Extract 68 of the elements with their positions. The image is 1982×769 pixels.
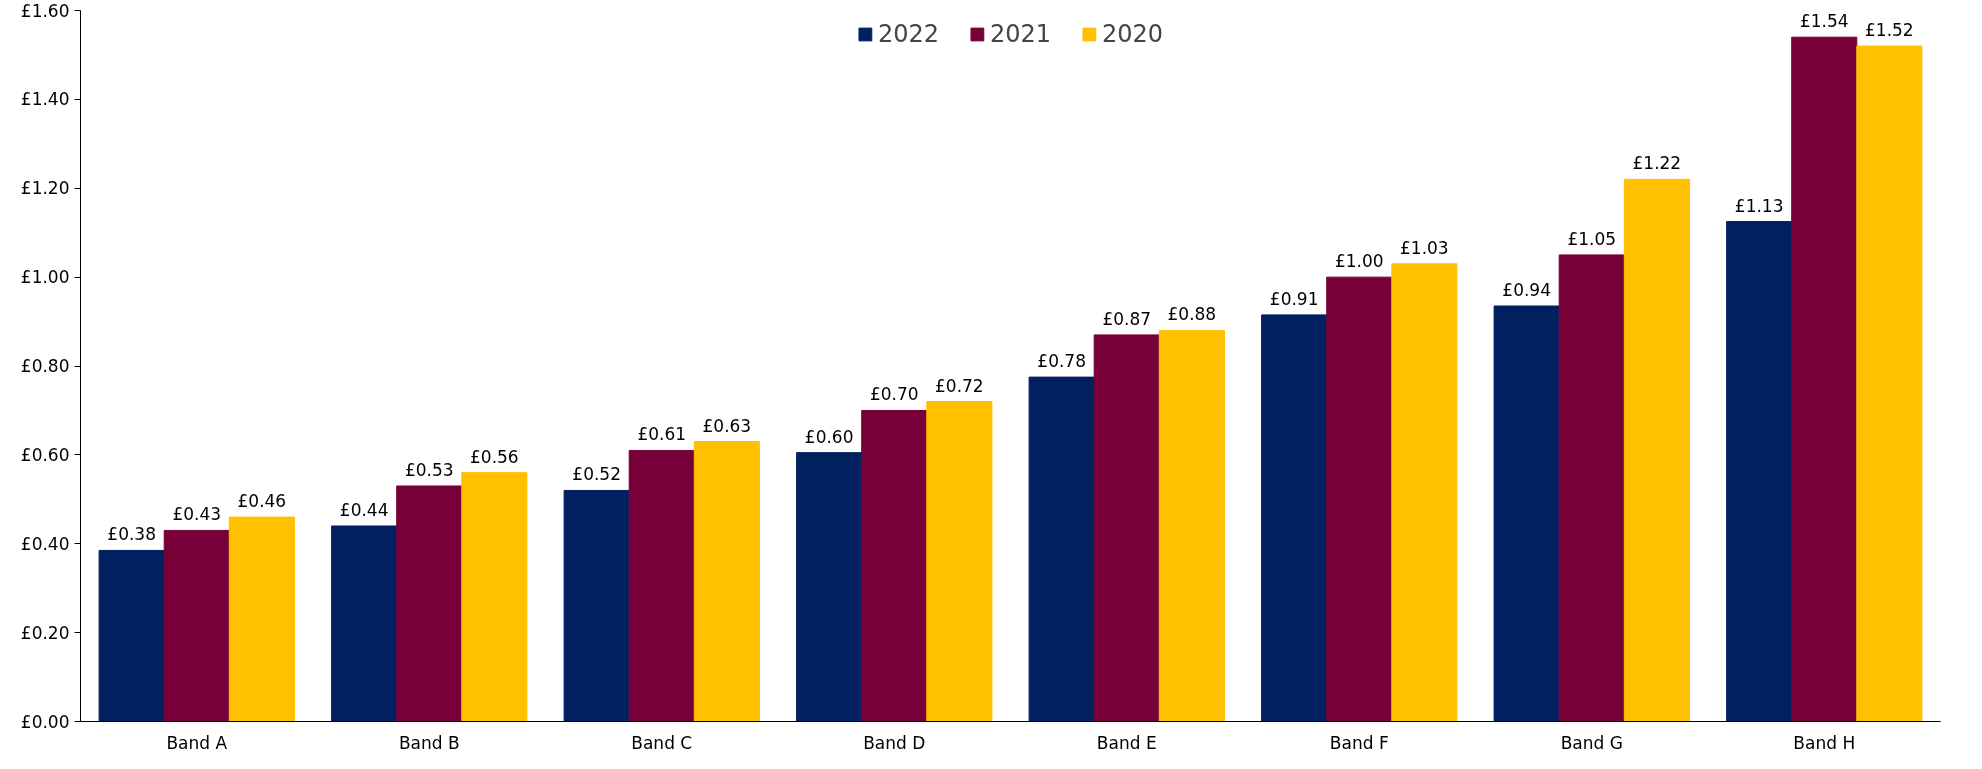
- bar: [563, 489, 630, 722]
- data-label: £0.43: [172, 504, 222, 525]
- data-label: £0.63: [702, 415, 752, 436]
- y-tick-label: £0.80: [20, 356, 70, 376]
- data-label: £0.38: [107, 524, 156, 545]
- bar: [861, 409, 928, 722]
- y-tick-label: £1.60: [20, 0, 70, 21]
- bar: [693, 441, 760, 722]
- legend-label: 2020: [1102, 20, 1164, 48]
- x-tick-label: Band D: [863, 732, 926, 753]
- y-tick-label: £1.40: [20, 89, 70, 110]
- bar: [1623, 178, 1690, 722]
- bar: [796, 452, 863, 722]
- y-tick-label: £0.40: [20, 533, 70, 554]
- data-label: £0.53: [404, 459, 454, 480]
- bar: [1791, 36, 1858, 722]
- bar: [98, 549, 165, 722]
- data-label: £0.44: [339, 499, 389, 520]
- x-tick-label: Band B: [398, 732, 460, 753]
- data-label: £0.91: [1269, 288, 1319, 309]
- bar: [1326, 276, 1393, 722]
- bar: [1391, 263, 1458, 722]
- x-tick-label: Band E: [1096, 732, 1157, 753]
- data-label: £0.70: [869, 384, 919, 405]
- bar: [1261, 314, 1328, 722]
- bar: [1726, 221, 1793, 722]
- data-label: £1.03: [1400, 237, 1449, 258]
- bar: [461, 472, 528, 722]
- bar: [1856, 45, 1923, 722]
- data-label: £0.46: [237, 491, 287, 512]
- data-label: £0.78: [1037, 351, 1086, 372]
- data-label: £1.22: [1632, 153, 1682, 174]
- data-label: £1.52: [1865, 20, 1914, 41]
- bar: [331, 525, 398, 722]
- x-tick-label: Band F: [1329, 732, 1389, 753]
- data-label: £0.52: [572, 464, 621, 485]
- bar: [1158, 329, 1225, 722]
- bar: [163, 529, 230, 722]
- legend-label: 2022: [877, 20, 939, 48]
- y-tick-label: £1.20: [20, 178, 70, 199]
- bar: [228, 516, 295, 722]
- bar: [1558, 254, 1625, 722]
- bar: [1093, 334, 1160, 722]
- y-tick-label: £0.00: [20, 711, 70, 732]
- x-tick-label: Band G: [1560, 732, 1623, 753]
- legend-label: 2021: [989, 20, 1052, 48]
- x-tick-label: Band C: [631, 732, 693, 753]
- y-tick-label: £0.60: [20, 444, 70, 465]
- data-label: £0.60: [804, 426, 854, 447]
- data-label: £1.00: [1334, 251, 1384, 272]
- bar: [628, 449, 695, 722]
- data-label: £1.54: [1799, 11, 1849, 32]
- bar: [396, 485, 463, 722]
- data-label: £0.87: [1102, 308, 1152, 329]
- data-label: £0.88: [1167, 304, 1217, 325]
- y-tick-label: £0.20: [20, 622, 70, 643]
- data-label: £0.61: [637, 424, 687, 445]
- bar: [1028, 376, 1095, 722]
- x-tick-label: Band H: [1793, 732, 1856, 753]
- data-label: £0.94: [1502, 280, 1551, 301]
- x-tick-label: Band A: [166, 732, 228, 753]
- y-tick-label: £1.00: [20, 267, 70, 288]
- bar: [1493, 305, 1560, 722]
- data-label: £0.56: [470, 446, 519, 467]
- bar: [926, 401, 993, 722]
- data-label: £1.05: [1567, 228, 1617, 249]
- data-label: £0.72: [935, 375, 984, 396]
- data-label: £1.13: [1734, 195, 1784, 216]
